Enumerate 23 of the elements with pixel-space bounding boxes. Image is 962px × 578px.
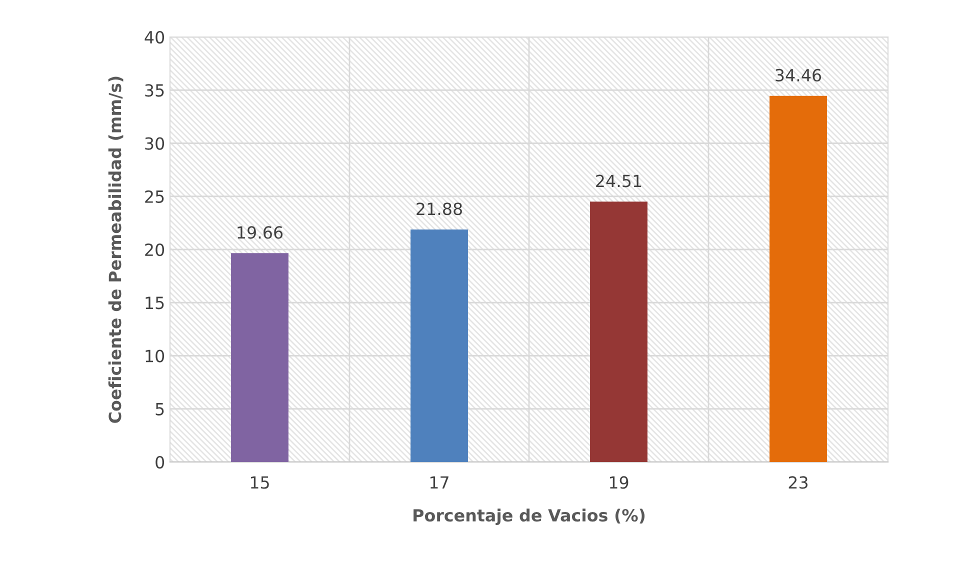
y-axis-title: Coeficiente de Permeabilidad (mm/s) xyxy=(108,76,124,423)
data-label: 21.88 xyxy=(416,202,462,216)
x-tick-label: 19 xyxy=(610,476,628,489)
y-tick-label: 30 xyxy=(145,137,164,150)
bar xyxy=(590,202,648,462)
y-tick-label: 10 xyxy=(146,350,164,362)
x-axis-title: Porcentaje de Vacios (%) xyxy=(414,508,645,525)
y-tick-label: 15 xyxy=(146,296,164,310)
bar xyxy=(410,230,468,462)
x-tick-label: 23 xyxy=(788,476,808,489)
data-label: 19.66 xyxy=(238,226,283,239)
y-tick-label: 5 xyxy=(156,403,164,416)
y-tick-label: 25 xyxy=(145,190,164,203)
x-tick-label: 15 xyxy=(250,476,269,489)
y-tick-label: 40 xyxy=(144,30,164,44)
bar xyxy=(231,253,288,462)
x-tick-label: 17 xyxy=(430,476,448,489)
y-tick-label: 35 xyxy=(145,84,164,97)
y-tick-label: 0 xyxy=(156,456,164,469)
y-tick-label: 20 xyxy=(145,243,164,256)
bar xyxy=(770,96,827,462)
data-label: 34.46 xyxy=(776,68,822,82)
data-label: 24.51 xyxy=(596,174,642,188)
